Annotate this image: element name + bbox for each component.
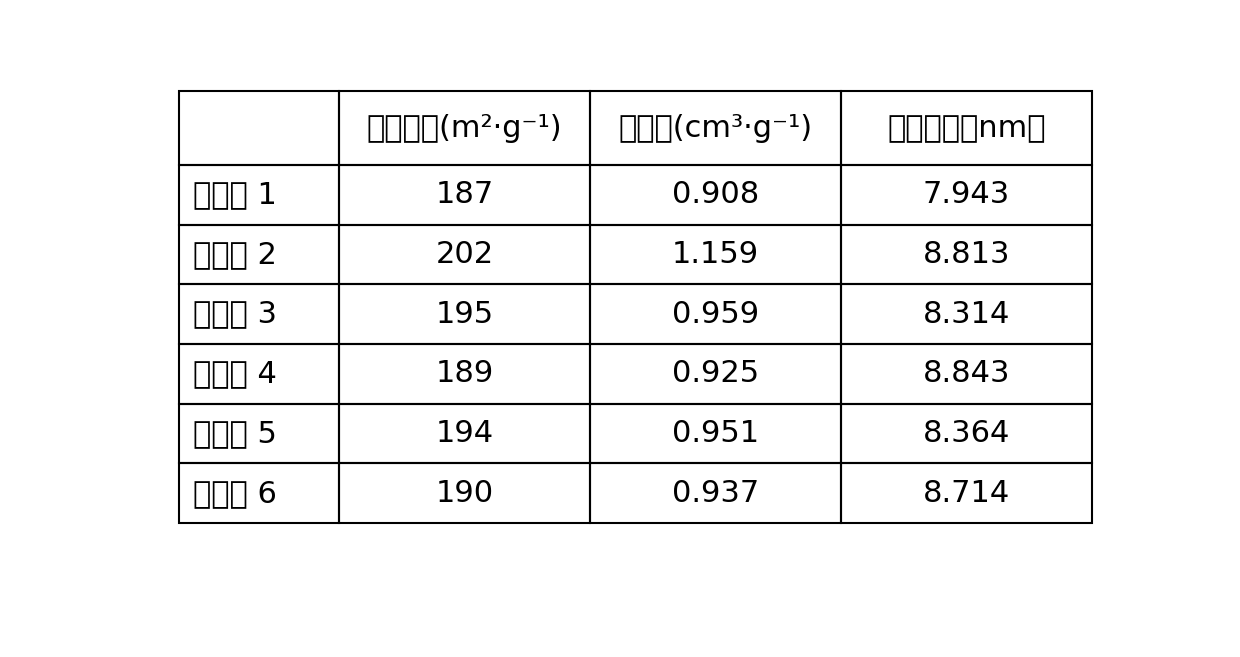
Text: 202: 202 xyxy=(435,240,494,269)
Text: 194: 194 xyxy=(435,419,494,448)
Bar xyxy=(339,225,590,284)
Bar xyxy=(841,91,1092,165)
Bar xyxy=(339,344,590,403)
Text: 8.364: 8.364 xyxy=(923,419,1011,448)
Bar xyxy=(339,463,590,523)
Bar xyxy=(179,344,339,403)
Text: 8.843: 8.843 xyxy=(923,359,1011,388)
Bar xyxy=(179,403,339,463)
Text: 实施例 3: 实施例 3 xyxy=(192,300,277,328)
Text: 平均孔径（nm）: 平均孔径（nm） xyxy=(887,114,1045,143)
Text: 8.714: 8.714 xyxy=(923,479,1011,508)
Bar xyxy=(339,403,590,463)
Text: 实施例 5: 实施例 5 xyxy=(192,419,277,448)
Text: 0.959: 0.959 xyxy=(672,300,759,328)
Bar xyxy=(590,344,841,403)
Text: 0.925: 0.925 xyxy=(672,359,759,388)
Text: 195: 195 xyxy=(435,300,494,328)
Text: 8.314: 8.314 xyxy=(923,300,1011,328)
Bar xyxy=(179,225,339,284)
Text: 8.813: 8.813 xyxy=(923,240,1011,269)
Bar xyxy=(590,403,841,463)
Bar xyxy=(179,165,339,225)
Text: 孔体积(cm³·g⁻¹): 孔体积(cm³·g⁻¹) xyxy=(619,114,812,143)
Bar xyxy=(590,284,841,344)
Text: 187: 187 xyxy=(435,180,494,209)
Text: 实施例 4: 实施例 4 xyxy=(192,359,277,388)
Bar xyxy=(841,284,1092,344)
Bar xyxy=(841,165,1092,225)
Text: 7.943: 7.943 xyxy=(923,180,1011,209)
Bar xyxy=(339,91,590,165)
Bar xyxy=(590,463,841,523)
Bar xyxy=(841,344,1092,403)
Text: 190: 190 xyxy=(435,479,494,508)
Bar xyxy=(841,463,1092,523)
Text: 实施例 1: 实施例 1 xyxy=(192,180,277,209)
Bar xyxy=(179,463,339,523)
Bar xyxy=(339,284,590,344)
Bar xyxy=(590,91,841,165)
Bar xyxy=(590,165,841,225)
Text: 0.937: 0.937 xyxy=(672,479,759,508)
Bar xyxy=(841,225,1092,284)
Text: 0.951: 0.951 xyxy=(672,419,759,448)
Text: 实施例 2: 实施例 2 xyxy=(192,240,277,269)
Bar xyxy=(841,403,1092,463)
Bar xyxy=(339,165,590,225)
Text: 189: 189 xyxy=(435,359,494,388)
Text: 0.908: 0.908 xyxy=(672,180,759,209)
Text: 比表面积(m²·g⁻¹): 比表面积(m²·g⁻¹) xyxy=(367,114,562,143)
Bar xyxy=(590,225,841,284)
Text: 实施例 6: 实施例 6 xyxy=(192,479,277,508)
Bar xyxy=(179,91,339,165)
Text: 1.159: 1.159 xyxy=(672,240,759,269)
Bar xyxy=(179,284,339,344)
